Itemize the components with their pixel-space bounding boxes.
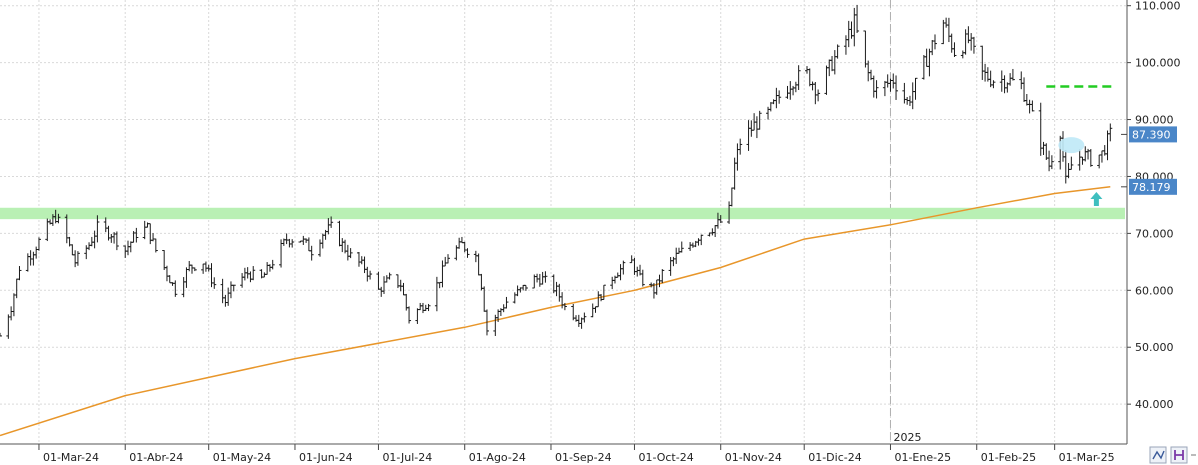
y-tick-label: 40.000 [1135, 398, 1174, 411]
h-bar-tool-icon[interactable] [1171, 447, 1187, 463]
zigzag-tool-icon[interactable] [1150, 447, 1166, 463]
zigzag-tool-frame[interactable] [1150, 447, 1166, 463]
x-tick-label: 01-Nov-24 [725, 451, 782, 464]
y-tick-label: 60.000 [1135, 284, 1174, 297]
x-tick-label: 01-Jul-24 [382, 451, 432, 464]
y-tick-label: 70.000 [1135, 227, 1174, 240]
price-tag-label: 78.179 [1132, 181, 1171, 194]
x-tick-label: 01-Mar-24 [43, 451, 99, 464]
support-zone [0, 208, 1125, 219]
y-tick-label: 100.000 [1135, 57, 1181, 70]
x-tick-label: 01-Abr-24 [129, 451, 183, 464]
price-tag: 78.179 [1121, 179, 1177, 195]
y-tick-label: 50.000 [1135, 341, 1174, 354]
x-tick-label: 01-Mar-25 [1059, 451, 1115, 464]
x-tick-label: 01-Ago-24 [469, 451, 526, 464]
price-tag-label: 87.390 [1132, 128, 1171, 141]
highlight-ellipse [1058, 137, 1084, 153]
x-tick-label: 01-Oct-24 [638, 451, 693, 464]
x-tick-label: 01-Sep-24 [555, 451, 612, 464]
y-tick-label: 110.000 [1135, 0, 1181, 13]
y-tick-label: 90.000 [1135, 114, 1174, 127]
x-tick-label: 01-Feb-25 [981, 451, 1036, 464]
x-tick-label: 01-Ene-25 [894, 451, 951, 464]
x-tick-label: 01-May-24 [213, 451, 271, 464]
x-tick-label: 01-Jun-24 [299, 451, 353, 464]
x-tick-label: 01-Dic-24 [808, 451, 862, 464]
year-label: 2025 [893, 431, 921, 444]
price-tag: 87.390 [1121, 126, 1177, 142]
support-zone-band [0, 208, 1125, 219]
